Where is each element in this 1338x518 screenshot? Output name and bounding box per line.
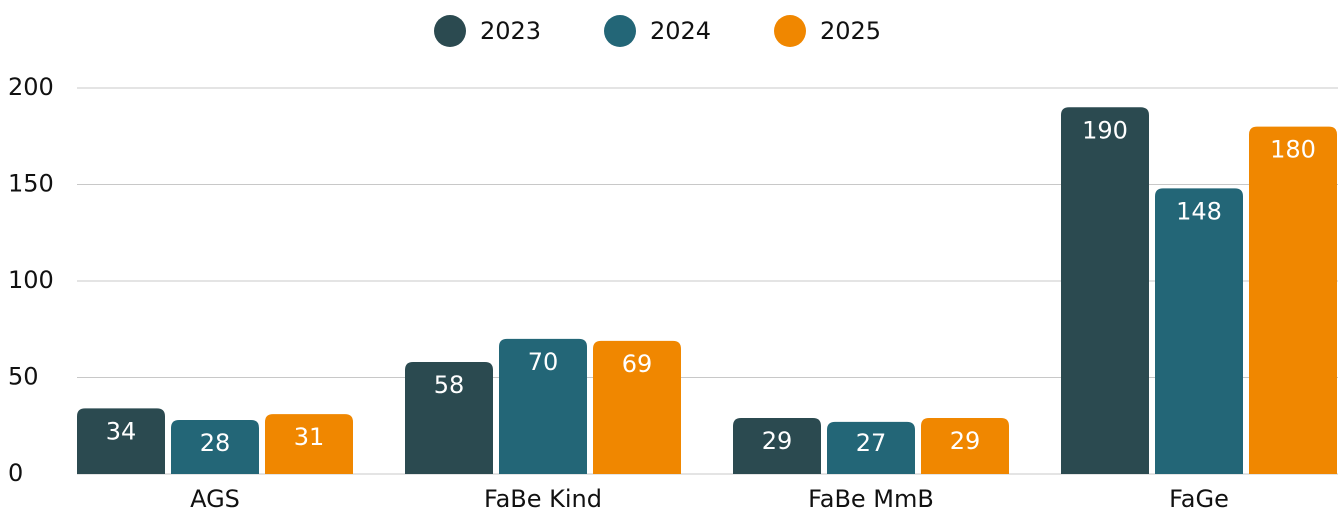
bar: [593, 340, 681, 474]
bar: [171, 419, 259, 474]
y-tick-label: 150: [8, 170, 54, 198]
data-label: 148: [1176, 197, 1222, 225]
data-label: 29: [762, 427, 793, 455]
bar: [265, 414, 353, 474]
x-tick-label: FaGe: [1169, 485, 1229, 513]
data-label: 58: [434, 371, 465, 399]
y-tick-label: 0: [8, 459, 23, 487]
y-tick-label: 200: [8, 73, 54, 101]
bar: [77, 408, 165, 474]
data-label: 69: [622, 350, 653, 378]
data-label: 27: [856, 429, 887, 457]
x-tick-label: FaBe MmB: [808, 485, 934, 513]
data-label: 29: [950, 427, 981, 455]
bar: [1061, 107, 1149, 475]
bar: [733, 418, 821, 474]
bar: [827, 421, 915, 474]
bar: [499, 338, 587, 474]
data-label: 70: [528, 348, 559, 376]
legend-label: 2024: [650, 17, 711, 45]
y-tick-label: 50: [8, 363, 39, 391]
x-tick-label: FaBe Kind: [484, 485, 602, 513]
data-label: 34: [106, 417, 137, 445]
legend-label: 2025: [820, 17, 881, 45]
legend-label: 2023: [480, 17, 541, 45]
legend-swatch: [774, 15, 806, 47]
bar: [1249, 126, 1337, 474]
bar: [1155, 188, 1243, 475]
legend-swatch: [604, 15, 636, 47]
data-label: 31: [294, 423, 325, 451]
data-label: 28: [200, 429, 231, 457]
x-tick-label: AGS: [190, 485, 240, 513]
data-label: 180: [1270, 136, 1316, 164]
legend-swatch: [434, 15, 466, 47]
bar: [921, 418, 1009, 474]
data-label: 190: [1082, 116, 1128, 144]
bar: [405, 362, 493, 474]
y-tick-label: 100: [8, 266, 54, 294]
